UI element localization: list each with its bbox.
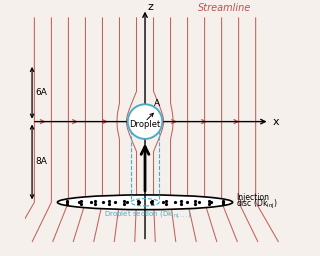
Text: Droplet: Droplet: [129, 120, 161, 129]
Text: disc (Dk$_{\mathregular{inj}}$): disc (Dk$_{\mathregular{inj}}$): [236, 198, 278, 211]
Text: z: z: [148, 3, 154, 13]
Text: Injection: Injection: [236, 193, 269, 202]
Text: Droplet section (Dk$_{\mathregular{inj,...}}$): Droplet section (Dk$_{\mathregular{inj,.…: [104, 209, 192, 221]
Ellipse shape: [57, 195, 233, 210]
Text: Streamline: Streamline: [198, 3, 251, 13]
Text: A: A: [154, 99, 160, 108]
Text: 6A: 6A: [36, 88, 47, 97]
Circle shape: [128, 104, 162, 139]
Text: x: x: [273, 116, 280, 127]
Text: 8A: 8A: [36, 157, 47, 166]
